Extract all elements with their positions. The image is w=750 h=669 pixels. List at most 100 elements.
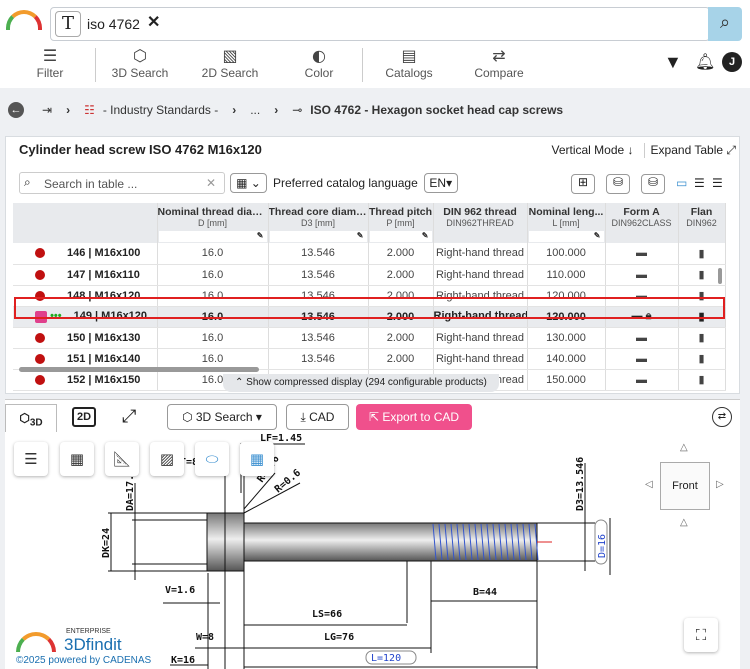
column-header-p[interactable]: Thread pitch P [mm] ✎: [368, 203, 434, 243]
table-search-input[interactable]: ⌕ Search in table ... ✕: [19, 172, 225, 194]
column-header-thread[interactable]: DIN 962 thread DIN962THREAD: [433, 203, 528, 243]
toolbar-2d-search[interactable]: ▧ 2D Search: [190, 46, 270, 80]
cad-export-badge[interactable]: [35, 310, 47, 323]
language-label: Preferred catalog language: [273, 176, 418, 190]
search-button[interactable]: ⌕: [708, 7, 742, 41]
column-filter[interactable]: ✎: [158, 231, 267, 242]
database-button[interactable]: ⛁: [606, 174, 630, 194]
swap-view-button[interactable]: ⇄: [712, 407, 732, 427]
rotate-left-icon[interactable]: ◁: [645, 479, 653, 490]
form-a-icon: ▬: [605, 369, 679, 391]
tab-3d[interactable]: ⬡3D: [5, 404, 57, 432]
breadcrumb-item[interactable]: ...: [250, 103, 261, 117]
selected-row-outline: [14, 297, 725, 319]
column-filter[interactable]: ✎: [269, 231, 367, 242]
form-a-icon: ▬ 🔒︎: [605, 306, 679, 328]
palette-icon: ◐: [312, 46, 326, 65]
search-value: iso 4762: [87, 16, 140, 32]
horizontal-scrollbar[interactable]: [19, 367, 259, 372]
status-dot: [35, 353, 45, 364]
table-row[interactable]: 150 | M16x130 16.0 13.546 2.000 Right-hand t…: [13, 327, 726, 349]
expand-table-button[interactable]: Expand Table ⤢: [643, 143, 736, 158]
expand-table-label: Expand Table: [650, 143, 724, 157]
toolbar-color[interactable]: ◐ Color: [279, 46, 359, 80]
status-dot: [35, 290, 45, 301]
divider: [362, 48, 363, 82]
export-to-cad-button[interactable]: ⇱ Export to CAD: [356, 404, 472, 430]
more-icon[interactable]: •••: [50, 310, 62, 323]
dim-dk: DK=24: [101, 528, 112, 558]
tree-view-button[interactable]: ☰: [14, 442, 48, 476]
bell-icon[interactable]: 🔔︎: [695, 52, 716, 71]
show-compressed-button[interactable]: ⌃ Show compressed display (294 configura…: [223, 374, 499, 392]
column-header-d[interactable]: Nominal thread diam... D [mm] ✎: [157, 203, 269, 243]
vertical-mode-label: Vertical Mode: [551, 143, 625, 157]
tab-2d[interactable]: 2D: [72, 407, 96, 427]
toolbar-label: Filter: [36, 66, 64, 80]
rotate-up-icon[interactable]: △: [680, 442, 688, 453]
thread-line: [534, 523, 539, 561]
cad-download-button[interactable]: ⤓ CAD: [286, 404, 349, 430]
flange-icon: ▮: [678, 327, 726, 349]
cube-icon: ⬡: [133, 46, 147, 65]
column-header-l[interactable]: Nominal leng... L [mm] ✎: [527, 203, 606, 243]
chevron-right-icon: ›: [66, 103, 71, 117]
vertical-scrollbar[interactable]: [718, 268, 722, 284]
chevron-right-icon: ›: [232, 103, 237, 117]
measure-button[interactable]: 📐︎: [105, 442, 139, 476]
fit-view-button[interactable]: ⛶: [684, 618, 718, 652]
view-grid-icon[interactable]: ☰: [712, 176, 723, 190]
home-icon[interactable]: ⇥: [42, 103, 53, 117]
toolbar-3d-search[interactable]: ⬡ 3D Search: [100, 46, 180, 80]
dimension-button[interactable]: ⬭: [195, 442, 229, 476]
status-dot: [35, 269, 45, 280]
section-button[interactable]: ▨: [150, 442, 184, 476]
status-dot: [35, 332, 45, 343]
export-table-button[interactable]: ⊞: [571, 174, 595, 194]
table-row[interactable]: 151 | M16x140 16.0 13.546 2.000 Right-hand t…: [13, 348, 726, 370]
dim-l: L=120: [371, 653, 401, 664]
database-settings-button[interactable]: ⛁: [641, 174, 665, 194]
clear-search-icon[interactable]: ✕: [147, 14, 161, 31]
breadcrumb-item[interactable]: - Industry Standards -: [102, 103, 219, 117]
thread-line: [486, 523, 491, 561]
language-select[interactable]: EN▾: [423, 173, 458, 193]
view-compact-icon[interactable]: ▭: [676, 176, 688, 190]
table-row[interactable]: 147 | M16x110 16.0 13.546 2.000 Right-hand t…: [13, 264, 726, 286]
thread-line: [462, 523, 467, 561]
mesh-view-button[interactable]: ▦: [60, 442, 94, 476]
panel-title: Cylinder head screw ISO 4762 M16x120: [19, 142, 262, 157]
dim-ls: LS=66: [312, 609, 342, 620]
form-a-icon: ▬: [605, 285, 679, 307]
view-cube[interactable]: Front: [660, 462, 710, 510]
view-list-icon[interactable]: ☰: [694, 176, 705, 190]
flange-icon: ▮: [678, 264, 726, 286]
avatar[interactable]: J: [722, 52, 742, 72]
filter-icon[interactable]: ▼: [664, 52, 682, 72]
column-header-form-a[interactable]: Form A DIN962CLASS: [605, 203, 679, 243]
back-button[interactable]: ←: [8, 102, 24, 118]
toolbar-catalogs[interactable]: ▤ Catalogs: [369, 46, 449, 80]
divider: [95, 48, 96, 82]
search-input[interactable]: T iso 4762 ✕: [50, 7, 710, 41]
column-header-flange[interactable]: Flan DIN962: [678, 203, 726, 243]
vertical-mode-button[interactable]: Vertical Mode ↓: [551, 143, 634, 157]
cad-label: CAD: [309, 410, 335, 424]
technical-drawing: LF=1.45 R=0.6 R=0.6 T=8 DA=17.7 DK=24 D3…: [101, 433, 611, 669]
rotate-down-icon[interactable]: △: [680, 517, 688, 528]
clear-icon[interactable]: ✕: [206, 176, 217, 190]
dim-v: V=1.6: [165, 585, 195, 596]
toolbar-compare[interactable]: ⇄ Compare: [459, 46, 539, 80]
rotate-right-icon[interactable]: ▷: [716, 479, 724, 490]
table-view-button[interactable]: ▦: [240, 442, 274, 476]
table-row[interactable]: ••• 149 | M16x120 16.0 13.546 2.000 Right-han…: [13, 306, 726, 328]
resize-icon[interactable]: ⤢: [122, 406, 137, 426]
3d-search-button[interactable]: ⬡ 3D Search ▾: [167, 404, 277, 430]
search-icon: ⌕: [24, 175, 31, 189]
column-filter[interactable]: ✎: [528, 231, 604, 242]
toolbar-filter[interactable]: ☰ Filter: [10, 46, 90, 80]
column-header-d3[interactable]: Thread core diame... D3 [mm] ✎: [268, 203, 369, 243]
table-row[interactable]: 146 | M16x100 16.0 13.546 2.000 Right-hand t…: [13, 243, 726, 265]
column-selector-button[interactable]: ▦ ⌄: [230, 173, 267, 193]
column-filter[interactable]: ✎: [369, 231, 432, 242]
